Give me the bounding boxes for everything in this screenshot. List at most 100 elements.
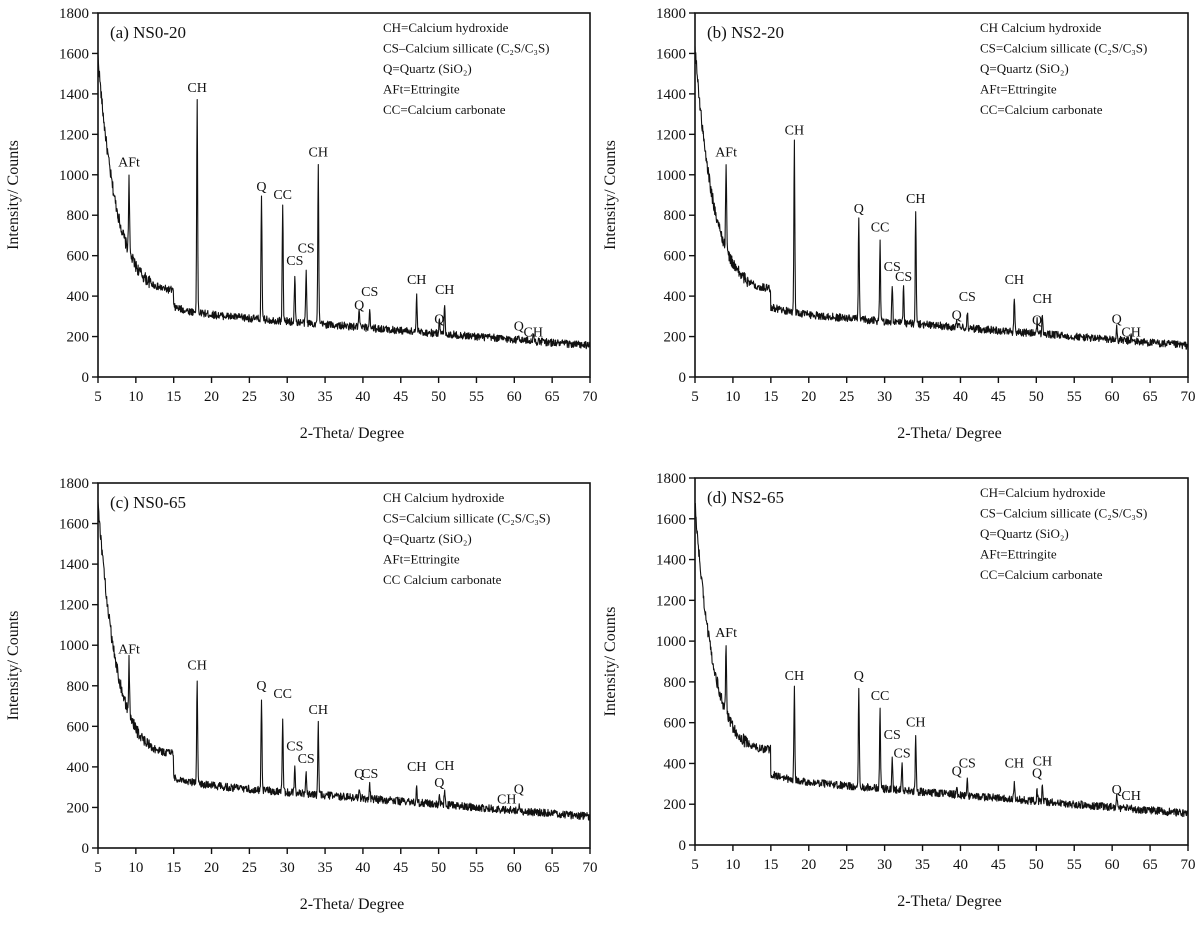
x-tick-label: 70 bbox=[1181, 857, 1196, 873]
xrd-pattern-line bbox=[694, 46, 1189, 350]
x-tick-label: 35 bbox=[318, 860, 333, 876]
x-tick-label: 40 bbox=[953, 857, 968, 873]
y-tick-label: 800 bbox=[664, 675, 687, 691]
peak-label: CS bbox=[884, 260, 901, 275]
legend-entry: CH=Calcium hydroxide bbox=[980, 485, 1106, 500]
x-tick-label: 65 bbox=[1143, 389, 1158, 405]
peak-label: CC bbox=[273, 687, 292, 702]
peak-label: CS bbox=[286, 254, 303, 269]
x-tick-label: 30 bbox=[877, 389, 892, 405]
y-tick-label: 1800 bbox=[59, 476, 89, 492]
legend-entry: AFt=Ettringite bbox=[980, 547, 1057, 562]
y-axis-title: Intensity/ Counts bbox=[5, 611, 22, 721]
x-tick-label: 65 bbox=[545, 389, 560, 405]
x-tick-label: 5 bbox=[691, 389, 699, 405]
y-tick-label: 0 bbox=[679, 838, 687, 854]
x-tick-label: 5 bbox=[691, 857, 699, 873]
y-axis-title: Intensity/ Counts bbox=[5, 140, 22, 250]
peak-label: CC bbox=[871, 220, 890, 235]
x-tick-label: 70 bbox=[1181, 389, 1196, 405]
legend-entry: CH Calcium hydroxide bbox=[980, 20, 1102, 35]
x-tick-label: 10 bbox=[128, 860, 143, 876]
y-tick-label: 1400 bbox=[59, 87, 89, 103]
y-tick-label: 1800 bbox=[656, 6, 686, 22]
x-tick-label: 40 bbox=[355, 389, 370, 405]
y-tick-label: 200 bbox=[67, 330, 90, 346]
peak-label: CS bbox=[298, 752, 315, 767]
y-tick-label: 400 bbox=[67, 289, 90, 305]
plot-frame bbox=[97, 482, 591, 849]
x-tick-label: 10 bbox=[725, 389, 740, 405]
y-tick-label: 600 bbox=[664, 249, 687, 265]
panel-title: (c) NS0-65 bbox=[110, 493, 186, 512]
peak-label: Q bbox=[354, 298, 364, 313]
peak-label: CH bbox=[524, 326, 543, 341]
x-tick-label: 60 bbox=[507, 860, 522, 876]
plot-frame bbox=[97, 12, 591, 378]
y-tick-label: 0 bbox=[82, 370, 90, 386]
peak-label: CS bbox=[959, 290, 976, 305]
peak-label: Q bbox=[514, 319, 524, 334]
x-tick-label: 5 bbox=[94, 389, 102, 405]
legend-entry: Q=Quartz (SiO₂) bbox=[980, 526, 1069, 541]
peak-label: CS bbox=[361, 767, 378, 782]
x-tick-label: 50 bbox=[1029, 857, 1044, 873]
legend-entry: CC=Calcium carbonate bbox=[980, 567, 1103, 582]
peak-label: AFt bbox=[118, 642, 140, 657]
y-tick-label: 800 bbox=[67, 208, 90, 224]
y-tick-label: 1600 bbox=[59, 517, 89, 533]
x-tick-label: 30 bbox=[877, 857, 892, 873]
x-tick-label: 55 bbox=[1067, 857, 1082, 873]
legend-entry: CS–Calcium sillicate (C₂S/C₃S) bbox=[383, 41, 550, 56]
peak-label: CH bbox=[785, 669, 804, 684]
x-tick-label: 35 bbox=[318, 389, 333, 405]
x-tick-label: 50 bbox=[1029, 389, 1044, 405]
y-tick-label: 0 bbox=[82, 841, 90, 857]
y-tick-label: 0 bbox=[679, 370, 687, 386]
x-tick-label: 25 bbox=[242, 389, 257, 405]
peak-label: Q bbox=[1112, 312, 1122, 327]
x-tick-label: 30 bbox=[280, 389, 295, 405]
panel-title: (a) NS0-20 bbox=[110, 23, 186, 42]
peak-label: CH bbox=[435, 759, 454, 774]
x-tick-label: 20 bbox=[801, 857, 816, 873]
y-tick-label: 600 bbox=[67, 249, 90, 265]
x-tick-label: 25 bbox=[839, 857, 854, 873]
y-tick-label: 1600 bbox=[59, 46, 89, 62]
peak-label: CH bbox=[309, 703, 328, 718]
panel-d: 0 200 400 600 800 1000 1200 1400 1600 1800 5 10 15 20… bbox=[602, 471, 1196, 910]
peak-label: CS bbox=[895, 270, 912, 285]
legend-entry: AFt=Ettringite bbox=[383, 82, 460, 97]
x-tick-label: 55 bbox=[469, 860, 484, 876]
x-axis-title: 2-Theta/ Degree bbox=[300, 896, 404, 913]
x-tick-label: 45 bbox=[393, 860, 408, 876]
x-tick-label: 40 bbox=[355, 860, 370, 876]
peak-label: CH bbox=[785, 123, 804, 138]
y-tick-label: 1800 bbox=[59, 6, 89, 22]
y-axis-title: Intensity/ Counts bbox=[602, 140, 619, 250]
peak-label: Q bbox=[952, 765, 962, 780]
peak-label: Q bbox=[1112, 783, 1122, 798]
peak-label: CH bbox=[906, 716, 925, 731]
x-tick-label: 60 bbox=[1105, 389, 1120, 405]
panel-a: 0 200 400 600 800 1000 1200 1400 1600 1800 5 10 15 20… bbox=[5, 6, 598, 442]
x-tick-label: 50 bbox=[431, 389, 446, 405]
x-tick-label: 60 bbox=[507, 389, 522, 405]
peak-label: CH bbox=[1033, 754, 1052, 769]
y-tick-label: 800 bbox=[664, 208, 687, 224]
x-tick-label: 45 bbox=[393, 389, 408, 405]
y-tick-label: 800 bbox=[67, 679, 90, 695]
y-tick-label: 1800 bbox=[656, 471, 686, 487]
x-tick-label: 65 bbox=[545, 860, 560, 876]
y-tick-label: 1000 bbox=[59, 638, 89, 654]
peak-label: CS bbox=[298, 242, 315, 257]
y-tick-label: 200 bbox=[67, 800, 90, 816]
x-tick-label: 5 bbox=[94, 860, 102, 876]
panel-b: 0 200 400 600 800 1000 1200 1400 1600 1800 5 10 15 20… bbox=[602, 6, 1196, 442]
peak-label: CH bbox=[407, 760, 426, 775]
legend-entry: CC Calcium carbonate bbox=[383, 572, 502, 587]
y-tick-label: 600 bbox=[664, 716, 687, 732]
legend-entry: Q=Quartz (SiO₂) bbox=[980, 61, 1069, 76]
x-tick-label: 70 bbox=[583, 860, 598, 876]
peak-label: CS bbox=[959, 757, 976, 772]
